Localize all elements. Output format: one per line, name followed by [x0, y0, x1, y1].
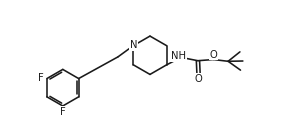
Text: O: O [195, 74, 203, 84]
Text: O: O [210, 50, 217, 60]
Text: F: F [60, 107, 66, 117]
Text: F: F [38, 73, 44, 83]
Text: N: N [129, 40, 137, 50]
Text: NH: NH [171, 51, 186, 61]
